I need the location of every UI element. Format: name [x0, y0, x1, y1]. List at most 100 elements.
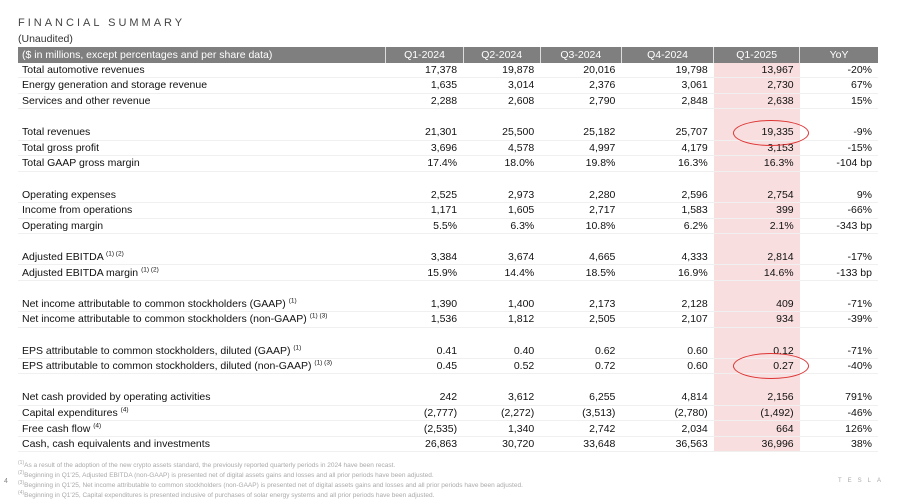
table-row: Net income attributable to common stockh…: [18, 311, 878, 328]
row-label-text: Adjusted EBITDA margin: [22, 266, 139, 279]
cell-value: 1,635: [385, 77, 464, 94]
cell-value: 0.45: [385, 358, 464, 375]
cell-value: 4,179: [621, 140, 714, 157]
footnote-ref: (4): [120, 406, 129, 414]
footnote-text: Beginning in Q1'25, Capital expenditures…: [24, 492, 435, 499]
footnote-ref: (1) (3): [309, 312, 328, 320]
table-row: Energy generation and storage revenue 1,6…: [18, 77, 878, 94]
cell-value: 2,280: [540, 187, 622, 203]
row-label: Net income attributable to common stockh…: [18, 311, 386, 328]
cell-value: 6,255: [540, 390, 622, 406]
cell-value: 2,608: [463, 93, 541, 110]
cell-value: 0.40: [463, 343, 541, 359]
row-label: Operating expenses: [18, 187, 386, 203]
footnotes: (1)As a result of the adoption of the ne…: [18, 459, 523, 501]
cell-value: 242: [385, 390, 464, 406]
row-label-text: Total gross profit: [22, 141, 100, 154]
table-row: Adjusted EBITDA (1) (2) 3,384 3,674 4,665 4,…: [18, 249, 878, 266]
row-label-text: Services and other revenue: [22, 95, 151, 108]
table-row: Cash, cash equivalents and investments 26…: [18, 436, 878, 453]
row-label-text: Capital expenditures: [22, 406, 118, 419]
cell-value: 791%: [799, 390, 878, 406]
cell-value: 2,848: [621, 93, 714, 110]
cell-value: 126%: [799, 420, 878, 437]
footnote: (1)As a result of the adoption of the ne…: [18, 459, 523, 471]
cell-value: -40%: [799, 358, 878, 375]
table-header: ($ in millions, except percentages and p…: [18, 47, 878, 63]
cell-value: -71%: [799, 343, 878, 359]
table-row: Operating expenses 2,525 2,973 2,280 2,596 2,…: [18, 187, 878, 203]
cell-value: 0.60: [621, 343, 714, 359]
row-label: Total GAAP gross margin: [18, 155, 386, 172]
cell-value: 399: [713, 202, 800, 219]
cell-value: 2,156: [713, 390, 800, 406]
cell-value: -343 bp: [799, 218, 878, 235]
cell-value: 2,730: [713, 77, 800, 94]
row-label-text: Net cash provided by operating activitie…: [22, 391, 211, 404]
cell-value: 14.4%: [463, 264, 541, 281]
cell-value: 2,525: [385, 187, 464, 203]
column-header: Q1-2025: [713, 47, 800, 63]
cell-value: 18.5%: [540, 264, 622, 281]
cell-value: 1,400: [463, 296, 541, 313]
cell-value: 2,717: [540, 202, 622, 219]
cell-value: 3,696: [385, 140, 464, 157]
cell-value: 2,742: [540, 420, 622, 437]
cell-value: -46%: [799, 405, 878, 422]
footnote-ref: (4): [93, 422, 102, 430]
cell-value: 9%: [799, 187, 878, 203]
table-row: Adjusted EBITDA margin (1) (2) 15.9% 14.4%…: [18, 264, 878, 281]
row-label-text: Net income attributable to common stockh…: [22, 313, 307, 326]
spacer-row: [18, 171, 878, 188]
row-label-text: Net income attributable to common stockh…: [22, 297, 286, 310]
cell-value: 6.2%: [621, 218, 714, 235]
cell-value: 0.52: [463, 358, 541, 375]
cell-value: 3,384: [385, 249, 464, 266]
cell-value: 2,973: [463, 187, 541, 203]
table-row: Net income attributable to common stockh…: [18, 296, 878, 313]
cell-value: -71%: [799, 296, 878, 313]
financial-summary-table: ($ in millions, except percentages and p…: [18, 47, 878, 453]
tesla-logo: TESLA: [838, 478, 888, 484]
cell-value: 33,648: [540, 436, 622, 453]
cell-value: 2,376: [540, 77, 622, 94]
cell-value: (2,535): [385, 420, 464, 437]
cell-value: 6.3%: [463, 218, 541, 235]
cell-value: 4,665: [540, 249, 622, 266]
cell-value: 1,605: [463, 202, 541, 219]
cell-value: 4,578: [463, 140, 541, 157]
cell-value: 25,500: [463, 124, 541, 141]
cell-value: 4,814: [621, 390, 714, 406]
column-header: ($ in millions, except percentages and p…: [18, 47, 386, 63]
cell-value: 17.4%: [385, 155, 464, 172]
cell-value: 2,288: [385, 93, 464, 110]
cell-value: (2,780): [621, 405, 714, 422]
cell-value: 2,034: [621, 420, 714, 437]
footnote-ref: (1) (2): [141, 266, 159, 274]
row-label: Capital expenditures (4): [18, 405, 386, 422]
footnote-marker: (2): [18, 469, 25, 476]
footnote-ref: (1) (2): [106, 250, 124, 258]
cell-value: 0.60: [621, 358, 714, 375]
cell-value: -104 bp: [799, 155, 878, 172]
cell-value: -39%: [799, 311, 878, 328]
footnote-ref: (1) (3): [314, 359, 333, 367]
cell-value: 1,340: [463, 420, 541, 437]
table-row: Total gross profit 3,696 4,578 4,997 4,179 3,…: [18, 140, 878, 157]
cell-value: -66%: [799, 202, 878, 219]
row-label: Income from operations: [18, 202, 386, 219]
cell-value: 14.6%: [713, 264, 800, 281]
row-label-text: Cash, cash equivalents and investments: [22, 438, 210, 451]
row-label-text: Energy generation and storage revenue: [22, 79, 208, 92]
cell-value: 1,536: [385, 311, 464, 328]
page-title: FINANCIAL SUMMARY: [18, 17, 186, 29]
cell-value: 2,754: [713, 187, 800, 203]
cell-value: 2,173: [540, 296, 622, 313]
footnote-marker: (3): [18, 479, 25, 486]
cell-value: 36,996: [713, 436, 800, 453]
cell-value: 21,301: [385, 124, 464, 141]
cell-value: 26,863: [385, 436, 464, 453]
row-label: Adjusted EBITDA (1) (2): [18, 249, 386, 266]
footnote-marker: (1): [18, 459, 25, 466]
row-label: Total automotive revenues: [18, 62, 386, 79]
